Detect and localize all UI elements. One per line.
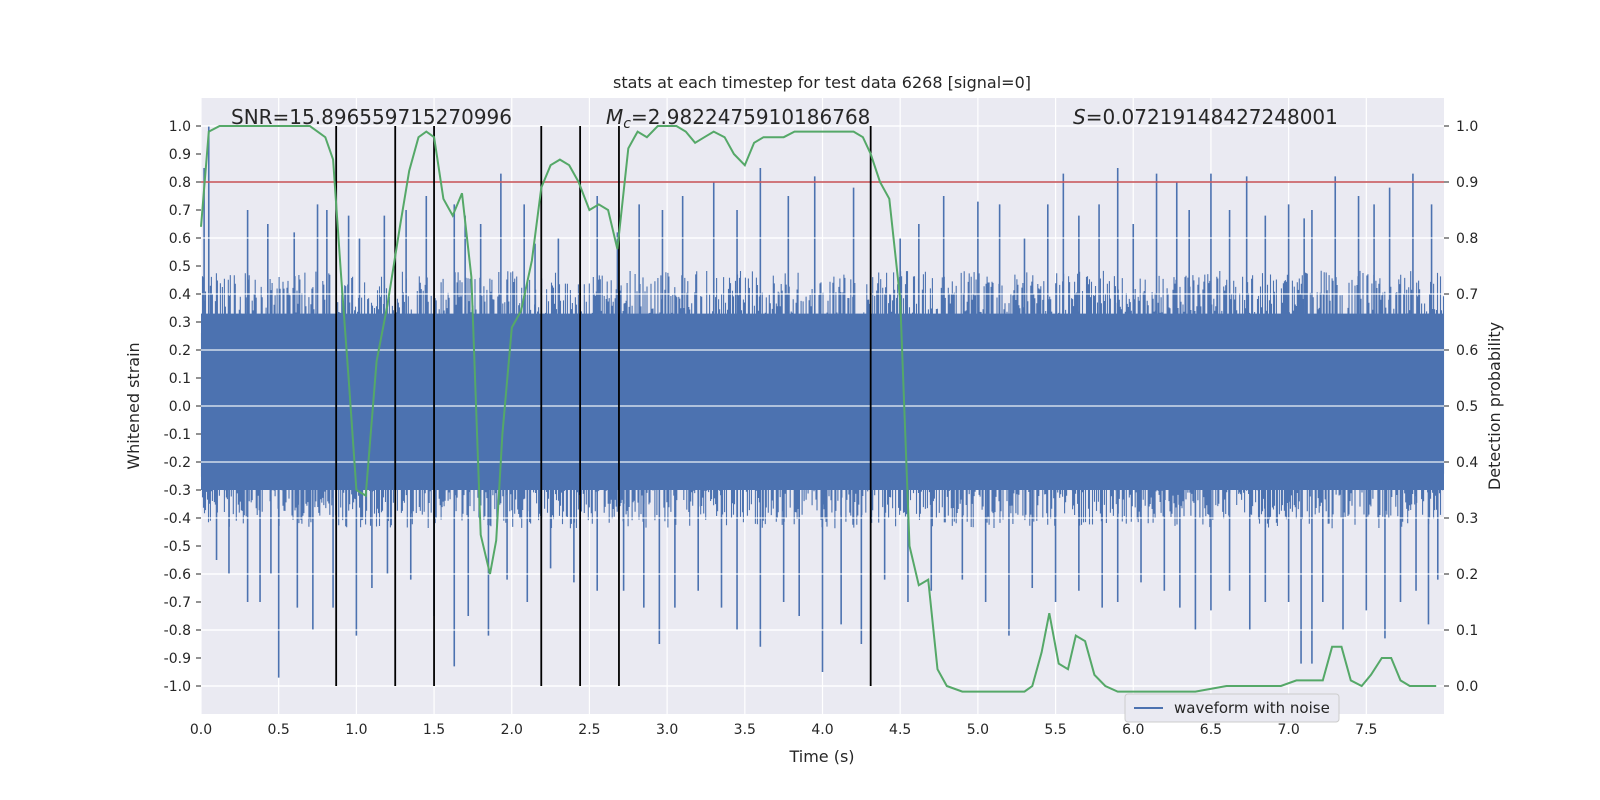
x-tick-label: 7.0 xyxy=(1277,722,1299,738)
y-tick-label: 0.3 xyxy=(169,315,191,331)
x-axis-label: Time (s) xyxy=(788,747,854,766)
y2-tick-label: 0.6 xyxy=(1456,343,1478,359)
y-tick-label: 0.7 xyxy=(169,203,191,219)
s-symbol: S xyxy=(1073,105,1086,129)
y2-tick-label: 0.1 xyxy=(1456,623,1478,639)
legend-label: waveform with noise xyxy=(1174,699,1330,717)
y-tick-label: 0.5 xyxy=(169,259,191,275)
x-tick-labels: 0.0 0.5 1.0 1.5 2.0 2.5 3.0 3.5 4.0 4.5 5.0 5.5 6.0 6… xyxy=(190,722,1378,738)
y2-tick-label: 0.8 xyxy=(1456,231,1478,247)
x-tick-label: 2.0 xyxy=(501,722,523,738)
y-tick-label: 0.1 xyxy=(169,371,191,387)
mc-annotation: Mc=2.9822475910186768 xyxy=(606,105,870,132)
s-annotation: S=0.07219148427248001 xyxy=(1073,105,1338,129)
y-tick-label: 0.9 xyxy=(169,147,191,163)
x-tick-label: 5.0 xyxy=(967,722,989,738)
y-tick-label: -0.7 xyxy=(164,595,191,611)
probability-series xyxy=(200,125,1437,693)
y-tick-label: -1.0 xyxy=(164,679,191,695)
y-tick-label: -0.3 xyxy=(164,483,191,499)
y-tick-label: -0.5 xyxy=(164,539,191,555)
y2-axis-label: Detection probability xyxy=(1485,322,1504,490)
y2-tick-label: 0.2 xyxy=(1456,567,1478,583)
y2-tick-label: 0.3 xyxy=(1456,511,1478,527)
x-tick-label: 0.0 xyxy=(190,722,212,738)
y-tick-label: -0.6 xyxy=(164,567,191,583)
chart-title: stats at each timestep for test data 626… xyxy=(613,73,1031,92)
waveform-series xyxy=(200,125,1445,687)
y2-tick-label: 0.7 xyxy=(1456,287,1478,303)
y-tick-label: 1.0 xyxy=(169,119,191,135)
y-tick-label: 0.6 xyxy=(169,231,191,247)
y-axis-label: Whitened strain xyxy=(124,342,143,469)
mc-subscript: c xyxy=(623,116,631,132)
y-tick-label: -0.2 xyxy=(164,455,191,471)
y2-tick-label: 0.4 xyxy=(1456,455,1478,471)
y-tick-label: -0.8 xyxy=(164,623,191,639)
x-tick-label: 5.5 xyxy=(1044,722,1066,738)
snr-annotation: SNR=15.896559715270996 xyxy=(231,105,512,129)
y2-tick-labels: 1.0 0.9 0.8 0.7 0.6 0.5 0.4 0.3 0.2 0.1 0.0 xyxy=(1456,119,1478,695)
y-tick-labels: 1.0 0.9 0.8 0.7 0.6 0.5 0.4 0.3 0.2 0.1 0.0 -0.1 -0.… xyxy=(164,119,191,695)
mc-value: =2.9822475910186768 xyxy=(631,105,870,129)
s-value: =0.07219148427248001 xyxy=(1086,105,1338,129)
x-tick-label: 4.5 xyxy=(889,722,911,738)
x-tick-label: 4.0 xyxy=(811,722,833,738)
y-tick-label: 0.2 xyxy=(169,343,191,359)
y2-tick-label: 0.0 xyxy=(1456,679,1478,695)
mc-symbol: M xyxy=(606,105,623,129)
x-tick-label: 3.0 xyxy=(656,722,678,738)
y-tick-label: 0.8 xyxy=(169,175,191,191)
y-tick-label: 0.4 xyxy=(169,287,191,303)
legend: waveform with noise xyxy=(1124,693,1340,723)
y-tick-label: 0.0 xyxy=(169,399,191,415)
event-lines xyxy=(335,126,872,686)
y-tick-label: -0.1 xyxy=(164,427,191,443)
y-tick-label: -0.9 xyxy=(164,651,191,667)
x-tick-label: 1.5 xyxy=(423,722,445,738)
y2-tick-label: 0.9 xyxy=(1456,175,1478,191)
x-tick-label: 6.5 xyxy=(1200,722,1222,738)
legend-box xyxy=(1124,693,1340,723)
x-tick-label: 0.5 xyxy=(268,722,290,738)
y-tick-label: -0.4 xyxy=(164,511,191,527)
x-tick-label: 2.5 xyxy=(578,722,600,738)
x-tick-label: 7.5 xyxy=(1355,722,1377,738)
y2-tick-label: 0.5 xyxy=(1456,399,1478,415)
x-tick-label: 6.0 xyxy=(1122,722,1144,738)
detection-probability-line xyxy=(200,125,1437,693)
x-tick-label: 1.0 xyxy=(345,722,367,738)
y2-tick-label: 1.0 xyxy=(1456,119,1478,135)
x-tick-label: 3.5 xyxy=(734,722,756,738)
